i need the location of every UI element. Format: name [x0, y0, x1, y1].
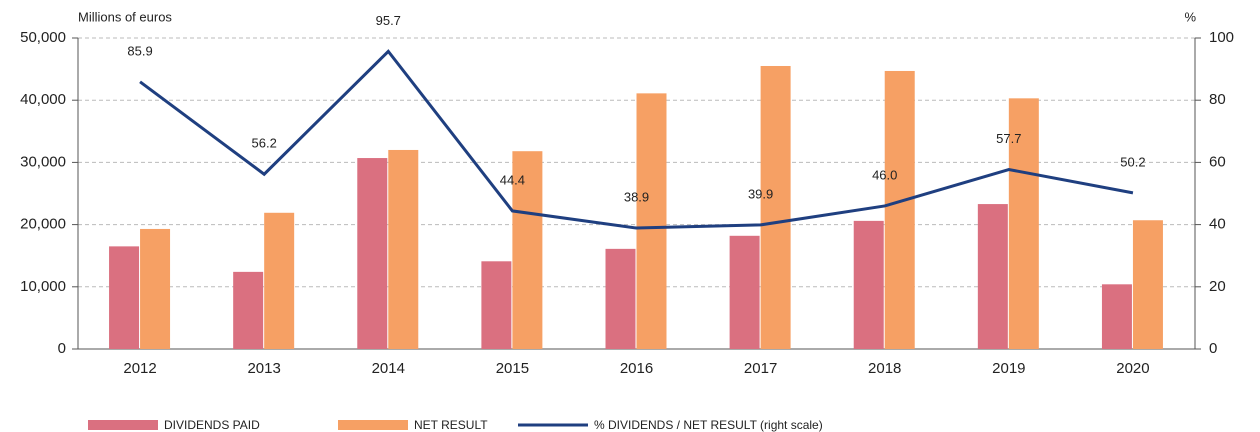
bar: [1101, 284, 1132, 349]
bar: [977, 204, 1008, 349]
x-tick-label: 2012: [123, 360, 156, 377]
x-tick-label: 2013: [247, 360, 280, 377]
data-label: 50.2: [1120, 154, 1145, 169]
y2-tick-label: 100: [1209, 29, 1234, 46]
x-tick-label: 2020: [1116, 360, 1149, 377]
bar: [357, 158, 388, 349]
bar: [1132, 220, 1163, 349]
y2-axis-label: %: [1184, 9, 1196, 24]
legend-label: NET RESULT: [414, 418, 488, 432]
bar: [109, 246, 140, 349]
bar: [264, 212, 295, 349]
bar: [853, 220, 884, 349]
y-tick-label: 10,000: [20, 278, 66, 295]
bar: [481, 261, 512, 349]
x-tick-label: 2014: [372, 360, 405, 377]
bar: [636, 93, 667, 349]
y-tick-label: 0: [58, 340, 66, 357]
bar: [884, 70, 915, 349]
bar: [388, 149, 419, 349]
bar: [512, 151, 543, 349]
y2-tick-label: 20: [1209, 278, 1226, 295]
data-label: 46.0: [872, 167, 897, 182]
data-label: 57.7: [996, 131, 1021, 146]
x-tick-label: 2018: [868, 360, 901, 377]
bar: [729, 235, 760, 349]
y-tick-label: 20,000: [20, 216, 66, 233]
legend-label: % DIVIDENDS / NET RESULT (right scale): [594, 418, 823, 432]
x-tick-label: 2015: [496, 360, 529, 377]
legend-swatch: [88, 420, 158, 430]
legend-label: DIVIDENDS PAID: [164, 418, 260, 432]
data-label: 95.7: [376, 13, 401, 28]
x-tick-label: 2019: [992, 360, 1025, 377]
data-label: 56.2: [252, 136, 277, 151]
bar: [605, 248, 636, 349]
bar: [760, 65, 791, 350]
y2-tick-label: 40: [1209, 216, 1226, 233]
line: [139, 49, 1134, 230]
legend-swatch: [338, 420, 408, 430]
y-axis-label: Millions of euros: [78, 9, 172, 24]
bar: [233, 271, 264, 349]
y2-tick-label: 60: [1209, 153, 1226, 170]
y-tick-label: 50,000: [20, 29, 66, 46]
y-tick-label: 40,000: [20, 91, 66, 108]
y-tick-label: 30,000: [20, 153, 66, 170]
x-tick-label: 2016: [620, 360, 653, 377]
bar: [140, 228, 171, 349]
data-label: 85.9: [127, 43, 152, 58]
x-tick-label: 2017: [744, 360, 777, 377]
data-label: 44.4: [500, 172, 525, 187]
bar: [1008, 98, 1039, 349]
y2-tick-label: 0: [1209, 340, 1217, 357]
data-label: 39.9: [748, 186, 773, 201]
data-label: 38.9: [624, 189, 649, 204]
y2-tick-label: 80: [1209, 91, 1226, 108]
